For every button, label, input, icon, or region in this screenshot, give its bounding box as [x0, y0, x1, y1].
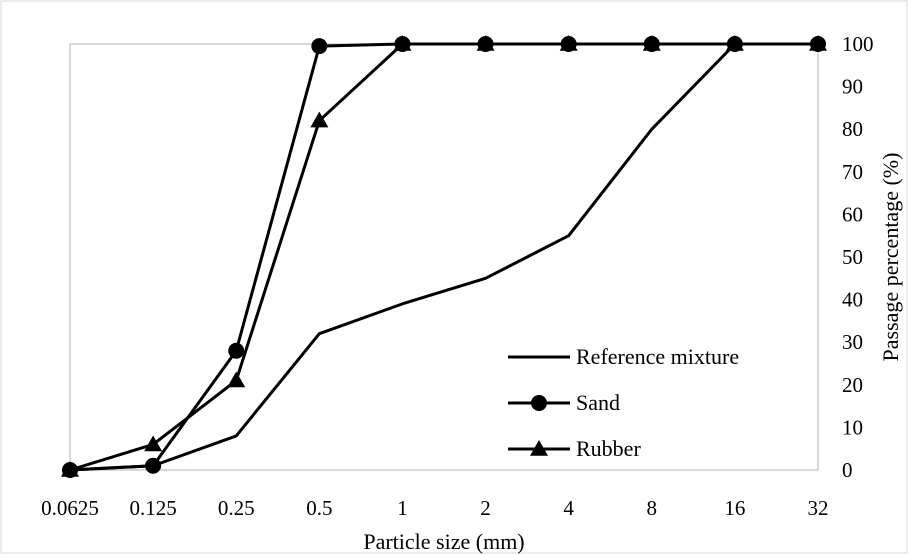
- data-point-rubber: [476, 35, 495, 51]
- y-tick-labels: 0 10 20 30 40 50 60 70 80 90 100: [842, 32, 874, 482]
- series-line-rubber: [69, 42, 818, 472]
- y-tick-label: 50: [842, 245, 863, 269]
- y-tick-label: 40: [842, 288, 863, 312]
- data-point-rubber: [393, 35, 412, 51]
- data-point-rubber: [809, 35, 827, 51]
- y-tick-label: 20: [842, 373, 863, 397]
- data-point-rubber: [144, 435, 163, 452]
- data-point-sand: [311, 38, 328, 55]
- data-point-rubber: [642, 35, 661, 51]
- legend-item-rubber: Rubber: [508, 436, 641, 461]
- x-tick-label: 8: [647, 496, 658, 520]
- x-tick-labels: 0.0625 0.125 0.25 0.5 1 2 4 8 16 32: [41, 496, 828, 520]
- legend: Reference mixture Sand Rubber: [508, 344, 739, 461]
- y-tick-label: 70: [842, 160, 863, 184]
- x-tick-label: 0.25: [218, 496, 255, 520]
- legend-item-reference-mixture: Reference mixture: [508, 344, 739, 369]
- y-tick-label: 90: [842, 75, 863, 99]
- data-point-rubber: [725, 35, 744, 51]
- data-point-sand: [228, 342, 245, 359]
- x-tick-label: 16: [724, 496, 745, 520]
- data-point-rubber: [310, 111, 329, 128]
- x-tick-label: 0.125: [129, 496, 176, 520]
- y-tick-label: 80: [842, 117, 863, 141]
- y-tick-label: 10: [842, 415, 863, 439]
- legend-item-sand: Sand: [508, 390, 620, 415]
- y-axis-title: Passage percentage (%): [878, 153, 903, 362]
- y-tick-label: 0: [842, 458, 853, 482]
- data-point-rubber: [559, 35, 578, 51]
- data-point-legend-sand: [531, 395, 547, 411]
- x-tick-label: 32: [808, 496, 829, 520]
- data-point-sand: [145, 457, 162, 474]
- x-tick-label: 0.5: [306, 496, 332, 520]
- x-axis-title: Particle size (mm): [363, 529, 524, 554]
- series-rubber: [61, 35, 827, 477]
- legend-label: Reference mixture: [576, 344, 739, 369]
- legend-label: Rubber: [576, 436, 641, 461]
- series-group: [61, 35, 827, 478]
- x-tick-label: 1: [397, 496, 408, 520]
- data-point-rubber: [61, 461, 79, 477]
- legend-label: Sand: [576, 390, 620, 415]
- x-tick-label: 0.0625: [41, 496, 99, 520]
- y-tick-label: 100: [842, 32, 874, 56]
- data-point-rubber: [227, 371, 246, 388]
- series-reference-mixture: [69, 42, 818, 472]
- y-tick-label: 30: [842, 330, 863, 354]
- x-tick-label: 4: [563, 496, 574, 520]
- x-tick-label: 2: [480, 496, 491, 520]
- data-point-legend-rubber: [530, 440, 548, 456]
- series-line-reference-mixture: [69, 42, 818, 472]
- y-tick-label: 60: [842, 202, 863, 226]
